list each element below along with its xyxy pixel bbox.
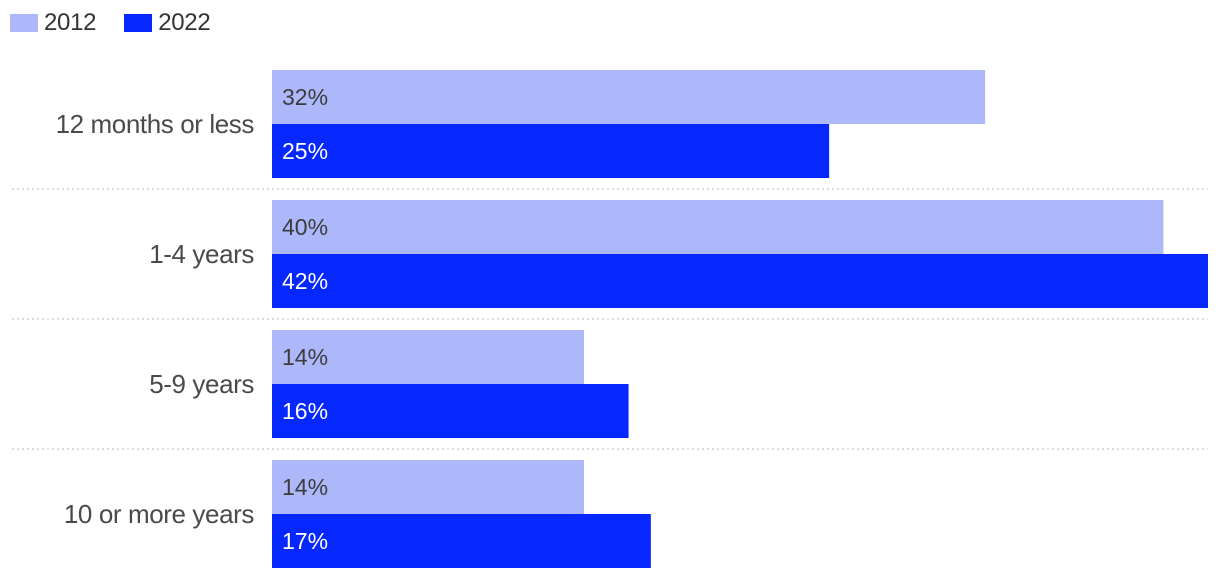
data-label: 32%: [282, 84, 328, 110]
bar-2022: [272, 254, 1208, 308]
data-label: 25%: [282, 138, 328, 164]
data-label: 40%: [282, 214, 328, 240]
legend-label-2012: 2012: [44, 9, 97, 36]
category-label: 1-4 years: [149, 239, 254, 269]
legend-swatch-2022: [124, 14, 153, 32]
bar-2022: [272, 514, 651, 568]
bar-2022: [272, 124, 830, 178]
category-label: 12 months or less: [56, 109, 255, 139]
bar-2012: [272, 330, 584, 384]
bar-2012: [272, 460, 584, 514]
legend: 2012 2022: [10, 8, 238, 38]
data-label: 17%: [282, 528, 328, 554]
category-label: 10 or more years: [64, 499, 255, 529]
data-label: 14%: [282, 344, 328, 370]
legend-item-2022: 2022: [124, 9, 211, 37]
data-label: 14%: [282, 474, 328, 500]
legend-swatch-2012: [10, 14, 38, 32]
category-label: 5-9 years: [149, 369, 254, 399]
data-label: 42%: [282, 268, 328, 294]
bar-2012: [272, 70, 986, 124]
data-label: 16%: [282, 398, 328, 424]
bar-2012: [272, 200, 1164, 254]
bar-2022: [272, 384, 629, 438]
legend-label-2022: 2022: [158, 9, 211, 36]
legend-item-2012: 2012: [10, 9, 97, 37]
